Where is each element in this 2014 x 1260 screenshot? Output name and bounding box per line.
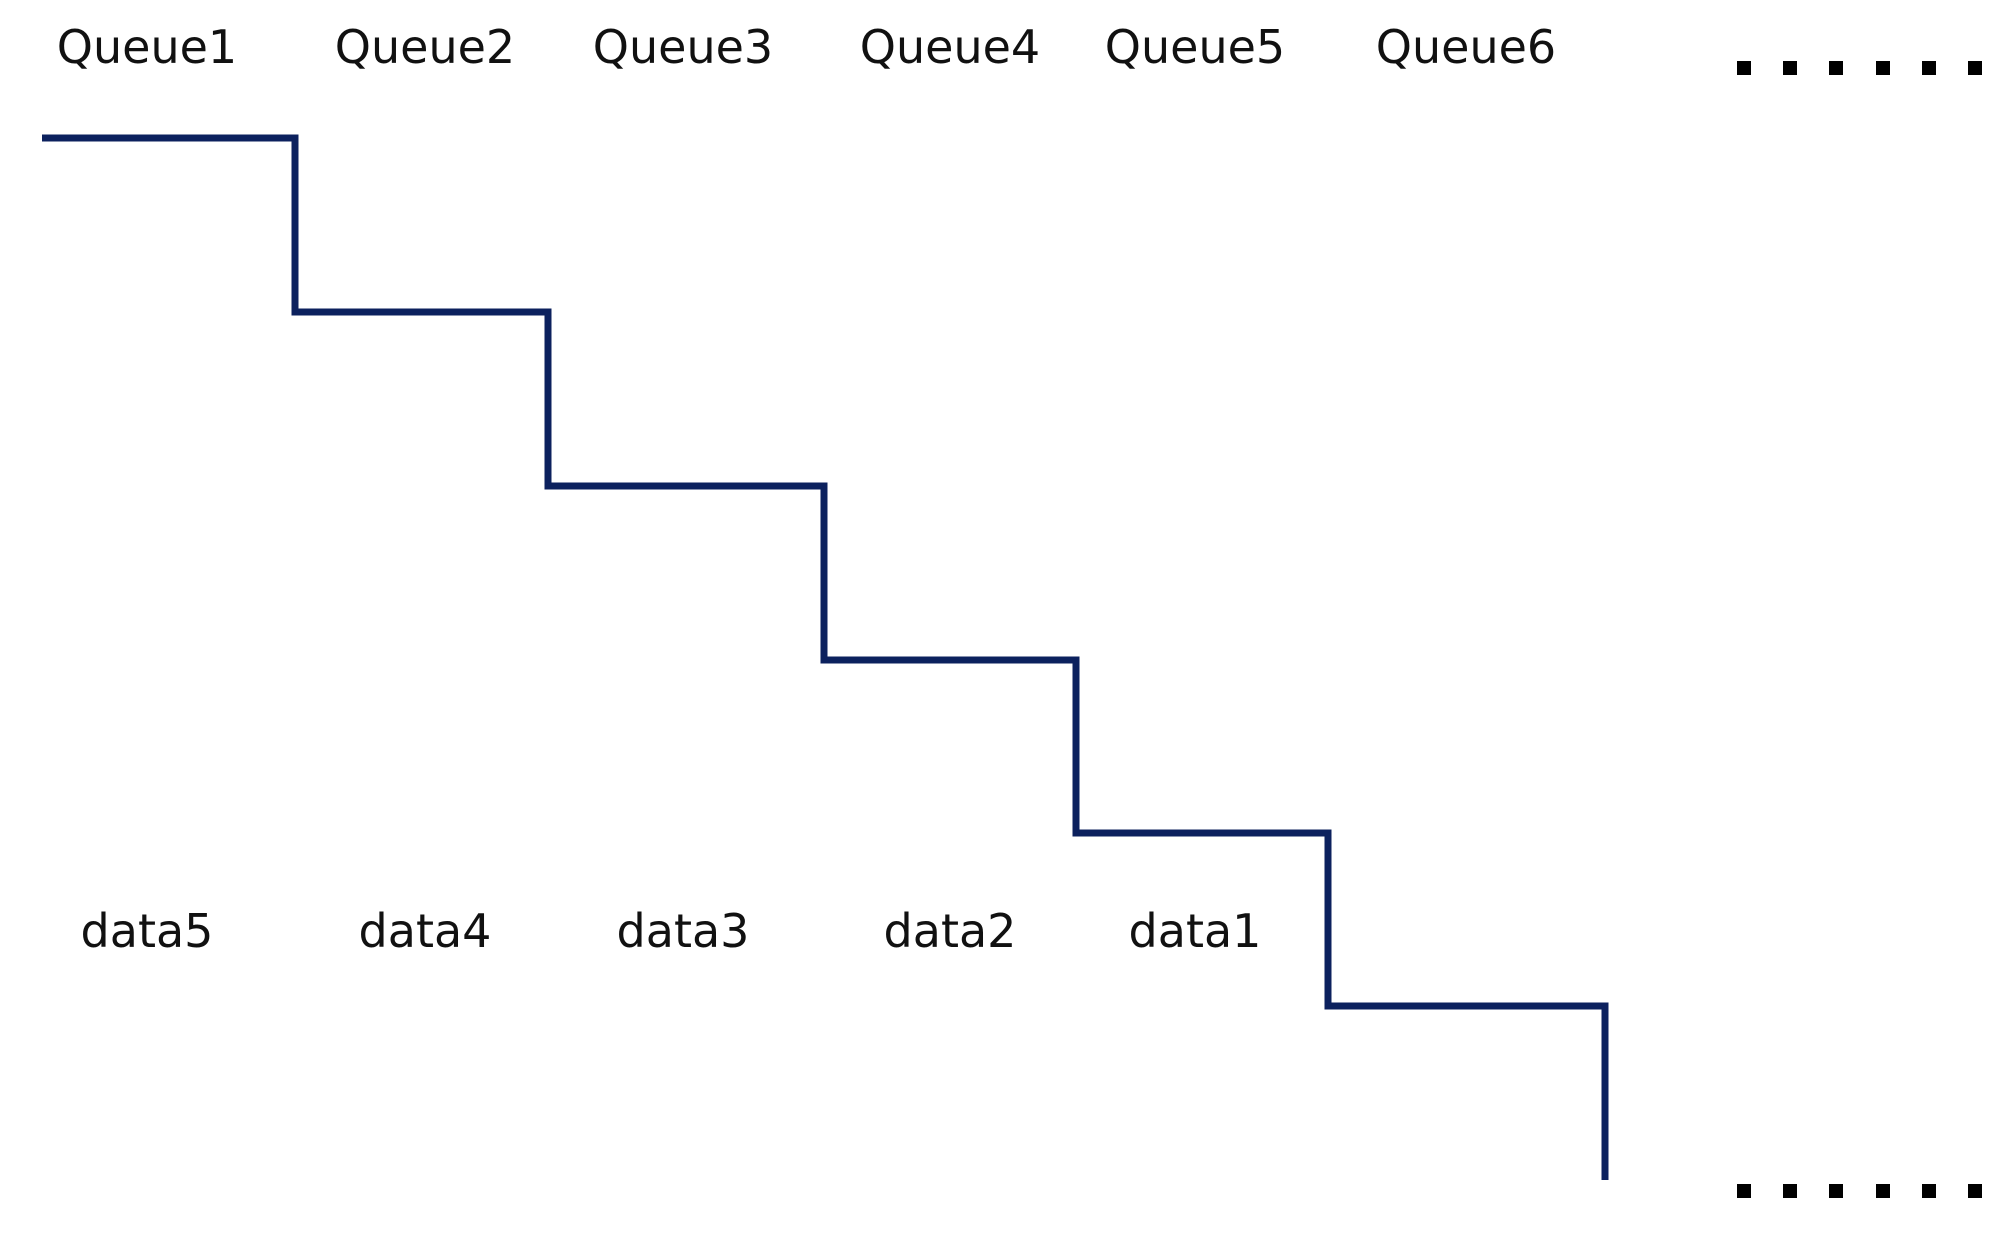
queue-label-2: Queue2 xyxy=(334,20,516,74)
ellipsis-dot xyxy=(1875,1184,1890,1198)
ellipsis-dot xyxy=(1921,61,1936,75)
ellipsis-dot xyxy=(1737,1184,1751,1198)
data-label-4: data4 xyxy=(358,904,492,958)
queue-label-5: Queue5 xyxy=(1104,20,1286,74)
data-label-3: data3 xyxy=(616,904,750,958)
queue-label-4: Queue4 xyxy=(859,20,1041,74)
staircase-line xyxy=(42,134,1609,1180)
ellipsis-dot xyxy=(1783,1184,1798,1198)
data-label-1: data1 xyxy=(1128,904,1262,958)
ellipsis-dot xyxy=(1829,1184,1844,1198)
ellipsis-dot xyxy=(1921,1184,1936,1198)
ellipsis-dot xyxy=(1875,61,1890,75)
ellipsis-dot xyxy=(1967,61,1982,75)
ellipsis-dot xyxy=(1967,1184,1982,1198)
queue-label-3: Queue3 xyxy=(592,20,774,74)
ellipsis-dot xyxy=(1783,61,1798,75)
queue-label-1: Queue1 xyxy=(56,20,238,74)
ellipsis-dot xyxy=(1737,61,1751,75)
data-label-2: data2 xyxy=(883,904,1017,958)
ellipsis-dot xyxy=(1829,61,1844,75)
ellipsis-bottom xyxy=(1737,1183,1982,1199)
ellipsis-top xyxy=(1737,60,1982,76)
data-label-5: data5 xyxy=(80,904,214,958)
queue-label-6: Queue6 xyxy=(1375,20,1557,74)
